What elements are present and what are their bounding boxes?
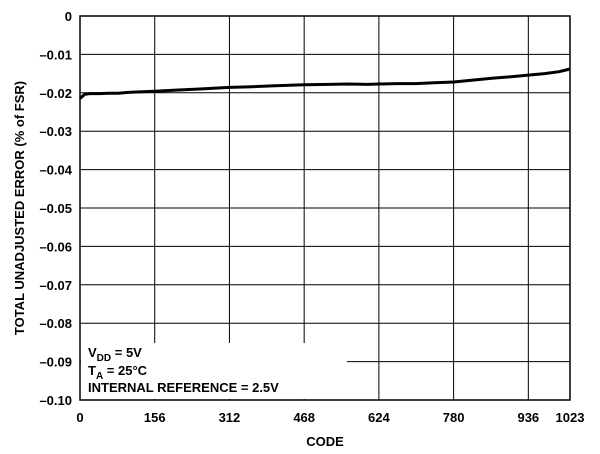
y-tick-label: –0.07 bbox=[39, 278, 72, 293]
series-line-0 bbox=[78, 67, 571, 100]
x-tick-label: 1023 bbox=[556, 410, 585, 425]
x-tick-label: 780 bbox=[443, 410, 465, 425]
y-tick-label: –0.09 bbox=[39, 355, 72, 370]
y-axis-title: TOTAL UNADJUSTED ERROR (% of FSR) bbox=[12, 81, 27, 335]
x-tick-label: 0 bbox=[76, 410, 83, 425]
y-tick-label: –0.02 bbox=[39, 86, 72, 101]
plot-frame bbox=[79, 15, 571, 401]
conditions-box-bg bbox=[81, 343, 347, 399]
condition-line: VDD = 5V bbox=[88, 345, 142, 364]
x-axis-title: CODE bbox=[306, 434, 344, 449]
x-tick-label: 156 bbox=[144, 410, 166, 425]
condition-line: TA = 25°C bbox=[88, 363, 148, 382]
x-tick-label: 624 bbox=[368, 410, 390, 425]
y-tick-label: –0.05 bbox=[39, 201, 72, 216]
y-tick-label: –0.10 bbox=[39, 393, 72, 408]
y-tick-labels: 0 –0.01 –0.02 –0.03 –0.04 –0.05 –0.06 –0.07 –0.0… bbox=[39, 9, 72, 408]
condition-line: INTERNAL REFERENCE = 2.5V bbox=[88, 380, 279, 395]
x-tick-label: 936 bbox=[517, 410, 539, 425]
y-tick-label: –0.06 bbox=[39, 239, 72, 254]
y-tick-label: –0.08 bbox=[39, 316, 72, 331]
data-series bbox=[78, 67, 571, 100]
grid-lines bbox=[79, 15, 571, 401]
x-tick-label: 312 bbox=[219, 410, 241, 425]
y-tick-label: 0 bbox=[65, 9, 72, 24]
x-tick-label: 468 bbox=[293, 410, 315, 425]
y-tick-label: –0.03 bbox=[39, 124, 72, 139]
x-tick-labels: 0 156 312 468 624 780 936 1023 bbox=[76, 410, 584, 425]
y-tick-label: –0.01 bbox=[39, 47, 72, 62]
y-tick-label: –0.04 bbox=[39, 163, 72, 178]
